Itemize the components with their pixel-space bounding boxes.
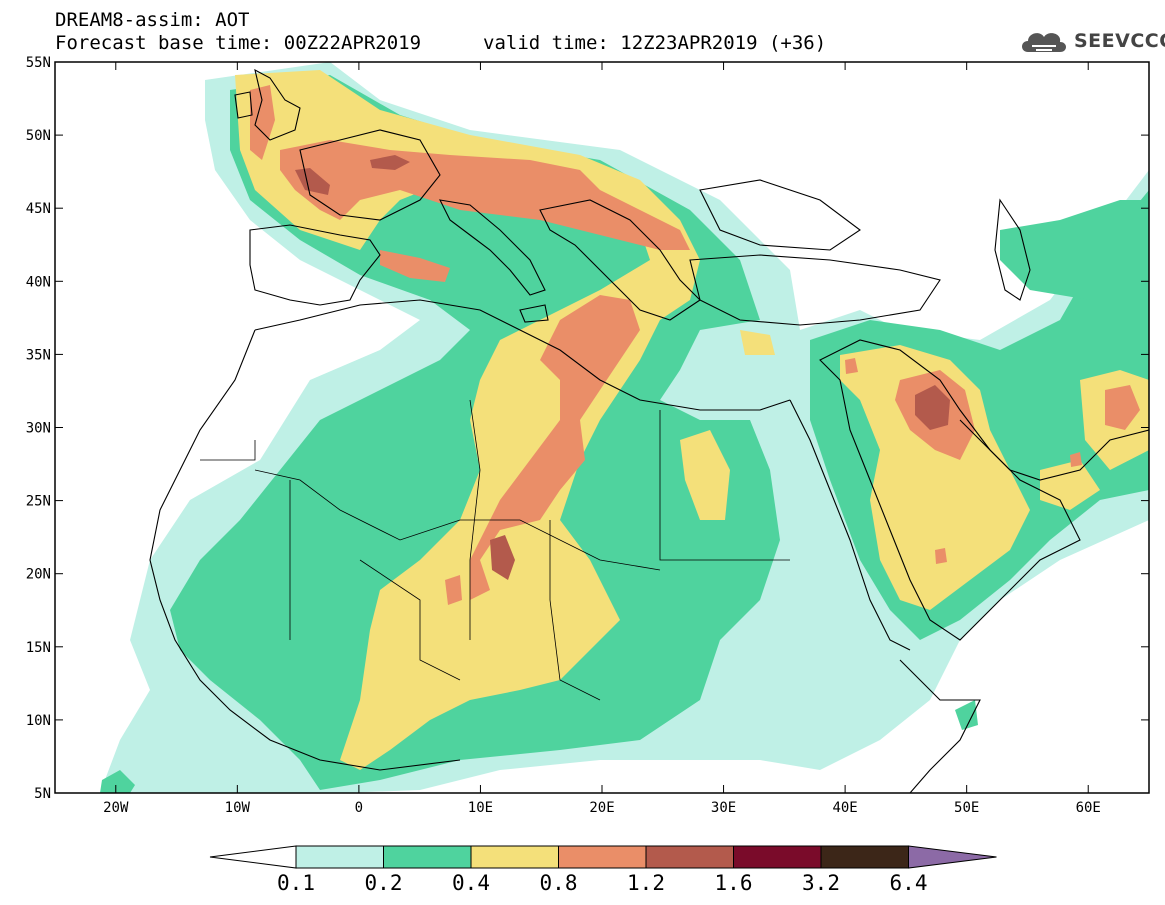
lon-label: 10W xyxy=(225,800,251,816)
lat-label: 25N xyxy=(26,494,51,510)
forecast-base-time: Forecast base time: 00Z22APR2019 xyxy=(55,32,422,54)
lat-label: 40N xyxy=(26,274,51,290)
longitude-axis: 20W 10W 0 10E 20E 30E 40E 50E 60E xyxy=(103,62,1101,816)
lat-label: 30N xyxy=(26,421,51,437)
colorbar-swatch xyxy=(645,845,734,869)
colorbar: 0.1 0.2 0.4 0.8 1.2 1.6 3.2 6.4 xyxy=(209,845,997,895)
colorbar-swatch xyxy=(295,845,384,869)
lat-label: 55N xyxy=(26,55,51,71)
lon-label: 60E xyxy=(1076,800,1101,816)
lon-label: 20W xyxy=(103,800,129,816)
colorbar-label: 0.8 xyxy=(540,871,578,895)
lon-label: 40E xyxy=(832,800,857,816)
lat-label: 15N xyxy=(26,640,51,656)
colorbar-label: 6.4 xyxy=(890,871,928,895)
lat-label: 10N xyxy=(26,713,51,729)
colorbar-under-arrow xyxy=(209,845,297,869)
cloud-icon xyxy=(1022,33,1066,52)
lat-label: 50N xyxy=(26,128,51,144)
map-title: DREAM8-assim: AOT xyxy=(55,9,250,31)
valid-time: valid time: 12Z23APR2019 (+36) xyxy=(483,32,827,54)
lon-label: 50E xyxy=(954,800,979,816)
colorbar-label: 0.1 xyxy=(277,871,315,895)
lon-label: 10E xyxy=(468,800,493,816)
colorbar-swatch xyxy=(820,845,909,869)
colorbar-swatch xyxy=(558,845,647,869)
lat-label: 45N xyxy=(26,201,51,217)
lat-label: 20N xyxy=(26,567,51,583)
colorbar-label: 0.4 xyxy=(452,871,490,895)
seevccc-logo: SEEVCCC xyxy=(1018,24,1165,58)
lat-label: 5N xyxy=(34,786,51,802)
lon-label: 30E xyxy=(711,800,736,816)
logo-text: SEEVCCC xyxy=(1074,30,1165,52)
colorbar-label: 1.2 xyxy=(627,871,665,895)
coastlines xyxy=(149,68,1149,793)
colorbar-label: 1.6 xyxy=(715,871,753,895)
colorbar-swatch xyxy=(733,845,822,869)
colorbar-swatch xyxy=(470,845,559,869)
latitude-axis: 55N 50N 45N 40N 35N 30N 25N 20N 15N 10N 5N xyxy=(26,55,1149,802)
lon-label: 0 xyxy=(355,800,363,816)
colorbar-label: 3.2 xyxy=(802,871,840,895)
lon-label: 20E xyxy=(589,800,614,816)
lat-label: 35N xyxy=(26,347,51,363)
colorbar-label: 0.2 xyxy=(365,871,403,895)
colorbar-over-arrow xyxy=(908,845,997,869)
colorbar-swatch xyxy=(383,845,472,869)
